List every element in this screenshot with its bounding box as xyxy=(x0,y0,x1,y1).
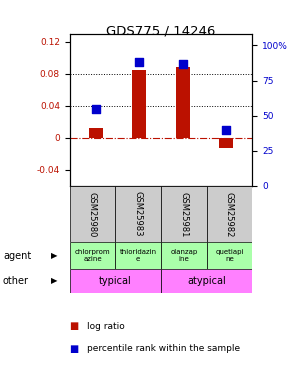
Point xyxy=(137,59,142,65)
Text: chlorprom
azine: chlorprom azine xyxy=(75,249,110,262)
Bar xyxy=(161,186,206,243)
Text: ▶: ▶ xyxy=(51,276,57,285)
Text: GSM25983: GSM25983 xyxy=(134,192,143,237)
Point xyxy=(180,61,185,67)
Text: GSM25982: GSM25982 xyxy=(225,192,234,237)
Bar xyxy=(70,186,115,243)
Bar xyxy=(206,186,252,243)
Text: thioridazin
e: thioridazin e xyxy=(119,249,157,262)
Text: quetiapi
ne: quetiapi ne xyxy=(215,249,244,262)
Bar xyxy=(132,70,146,138)
Bar xyxy=(161,268,252,292)
Text: other: other xyxy=(3,276,29,285)
Point xyxy=(93,106,98,112)
Text: typical: typical xyxy=(99,276,132,285)
Text: GDS775 / 14246: GDS775 / 14246 xyxy=(106,24,216,38)
Bar xyxy=(206,243,252,268)
Text: log ratio: log ratio xyxy=(87,322,125,331)
Text: olanzap
ine: olanzap ine xyxy=(170,249,197,262)
Text: percentile rank within the sample: percentile rank within the sample xyxy=(87,344,240,353)
Text: ■: ■ xyxy=(70,344,79,354)
Text: agent: agent xyxy=(3,251,31,261)
Bar xyxy=(89,128,103,138)
Point xyxy=(224,127,229,133)
Bar xyxy=(176,68,190,138)
Bar xyxy=(219,138,233,147)
Bar xyxy=(70,243,115,268)
Bar xyxy=(115,186,161,243)
Bar xyxy=(115,243,161,268)
Text: GSM25981: GSM25981 xyxy=(179,192,188,237)
Text: ▶: ▶ xyxy=(51,251,57,260)
Bar xyxy=(70,268,161,292)
Text: ■: ■ xyxy=(70,321,79,331)
Bar xyxy=(161,243,206,268)
Text: atypical: atypical xyxy=(187,276,226,285)
Text: GSM25980: GSM25980 xyxy=(88,192,97,237)
